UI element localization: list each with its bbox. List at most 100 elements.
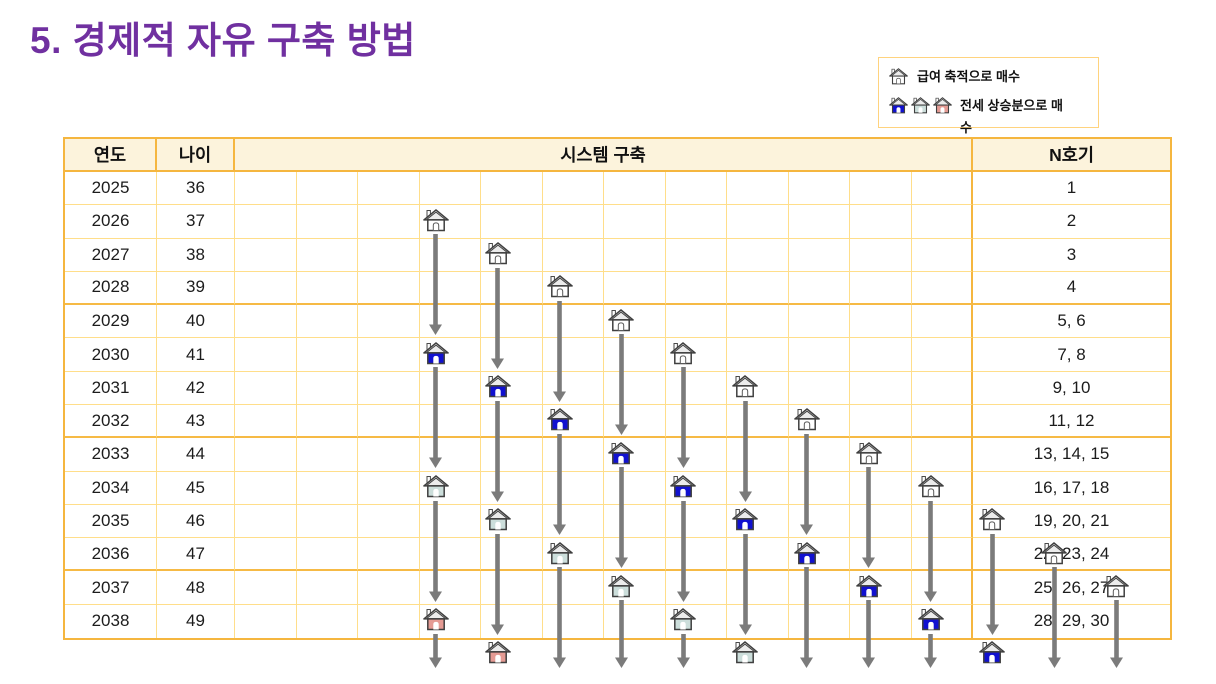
system-cell: [850, 371, 912, 405]
system-cell: [604, 404, 666, 439]
units-cell: 7, 8: [973, 338, 1170, 372]
system-cell: [296, 404, 358, 439]
age-cell: 38: [157, 238, 235, 272]
system-cell: [850, 571, 912, 605]
age-cell: 37: [157, 205, 235, 239]
system-cell: [604, 438, 666, 472]
system-cell: [850, 271, 912, 306]
system-cell: [542, 172, 604, 206]
system-cell: [296, 271, 358, 306]
system-cell: [296, 571, 358, 605]
age-cell: 48: [157, 571, 235, 605]
system-cell: [850, 172, 912, 206]
system-cell: [235, 604, 297, 638]
system-cell: [788, 504, 850, 539]
system-cell: [296, 538, 358, 572]
system-cell: [850, 538, 912, 572]
system-cell: [296, 371, 358, 405]
system-cell: [296, 504, 358, 539]
year-cell: 2030: [65, 338, 157, 372]
system-cell: [358, 538, 420, 572]
system-cell: [727, 538, 789, 572]
system-cell: [850, 504, 912, 539]
system-cell: [727, 338, 789, 372]
units-cell: 16, 17, 18: [973, 471, 1170, 505]
system-cell: [419, 305, 481, 339]
system-cell: [788, 404, 850, 439]
house-icon-white: [889, 68, 908, 90]
system-cell: [788, 604, 850, 638]
system-cell: [788, 271, 850, 306]
system-cell: [727, 504, 789, 539]
system-cell: [604, 504, 666, 539]
age-cell: 46: [157, 504, 235, 539]
system-cell: [419, 238, 481, 272]
house-icon-pink: [933, 97, 952, 119]
system-cell: [235, 371, 297, 405]
arrow-down-icon: [923, 633, 938, 668]
system-cell: [850, 604, 912, 638]
units-cell: 25, 26, 27: [973, 571, 1170, 605]
system-cell: [665, 271, 727, 306]
system-cell: [788, 338, 850, 372]
year-cell: 2025: [65, 172, 157, 206]
system-cell: [727, 438, 789, 472]
units-cell: 22, 23, 24: [973, 538, 1170, 572]
system-cell: [911, 172, 973, 206]
system-cell: [481, 205, 543, 239]
age-cell: 44: [157, 438, 235, 472]
age-cell: 36: [157, 172, 235, 206]
age-cell: 41: [157, 338, 235, 372]
system-cell: [727, 205, 789, 239]
system-cell: [911, 404, 973, 439]
system-cell: [296, 205, 358, 239]
system-cell: [419, 205, 481, 239]
system-cell: [604, 338, 666, 372]
system-cell: [296, 305, 358, 339]
system-cell: [727, 238, 789, 272]
system-cell: [911, 538, 973, 572]
system-cell: [419, 604, 481, 638]
system-table: 연도 나이 시스템 구축 N호기 2025 36 1 2026 37 2 2027 38 3 20…: [63, 137, 1172, 669]
system-cell: [542, 205, 604, 239]
legend-label-salary: 급여 축적으로 매수: [917, 69, 1020, 84]
system-cell: [665, 471, 727, 505]
year-cell: 2027: [65, 238, 157, 272]
system-cell: [727, 371, 789, 405]
system-cell: [911, 371, 973, 405]
house-icon-blue: [889, 97, 908, 119]
system-cell: [358, 305, 420, 339]
units-cell: 3: [973, 238, 1170, 272]
system-cell: [358, 471, 420, 505]
system-cell: [481, 404, 543, 439]
system-cell: [665, 205, 727, 239]
system-cell: [358, 172, 420, 206]
system-cell: [358, 271, 420, 306]
system-cell: [481, 371, 543, 405]
system-cell: [481, 238, 543, 272]
system-cell: [604, 172, 666, 206]
system-cell: [542, 338, 604, 372]
system-cell: [542, 571, 604, 605]
page-title: 5. 경제적 자유 구축 방법: [30, 20, 416, 61]
arrow-down-icon: [676, 633, 691, 668]
age-cell: 39: [157, 271, 235, 306]
header-cell-system: 시스템 구축: [235, 139, 973, 172]
system-cell: [850, 471, 912, 505]
system-cell: [604, 271, 666, 306]
system-cell: [296, 338, 358, 372]
system-cell: [235, 404, 297, 439]
system-cell: [911, 471, 973, 505]
year-cell: 2034: [65, 471, 157, 505]
system-cell: [727, 604, 789, 638]
system-cell: [542, 471, 604, 505]
system-cell: [481, 571, 543, 605]
system-cell: [850, 404, 912, 439]
system-cell: [788, 172, 850, 206]
system-cell: [911, 604, 973, 638]
age-cell: 49: [157, 604, 235, 638]
system-cell: [358, 371, 420, 405]
units-cell: 5, 6: [973, 305, 1170, 339]
system-cell: [481, 172, 543, 206]
